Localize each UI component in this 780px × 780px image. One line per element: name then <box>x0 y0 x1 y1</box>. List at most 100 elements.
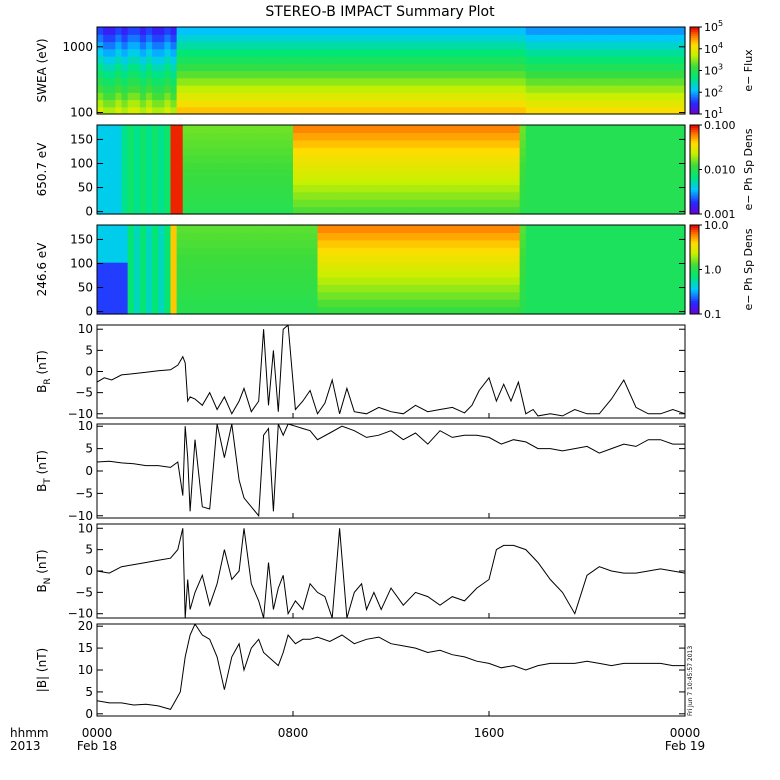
heatmap-cell <box>397 232 404 241</box>
heatmap-cell <box>482 56 490 64</box>
heatmap-cell <box>360 154 368 163</box>
colorbar-cell <box>690 285 699 288</box>
heatmap-cell <box>525 254 533 263</box>
heatmap-cell <box>378 299 386 308</box>
heatmap-cell <box>495 63 502 72</box>
heatmap-cell <box>666 63 674 72</box>
heatmap-cell <box>525 63 533 72</box>
heatmap-cell <box>464 291 472 300</box>
heatmap-cell <box>464 77 472 86</box>
heatmap-cell <box>654 269 662 278</box>
heatmap-cell <box>201 154 208 163</box>
heatmap-cell <box>427 63 435 72</box>
heatmap-cell <box>188 154 196 163</box>
heatmap-cell <box>170 247 178 256</box>
heatmap-cell <box>495 191 502 200</box>
heatmap-cell <box>280 56 288 64</box>
heatmap-cell <box>605 70 613 79</box>
heatmap-cell <box>280 99 288 108</box>
heatmap-cell <box>115 34 123 43</box>
heatmap-cell <box>139 162 147 171</box>
heatmap-cell <box>121 77 129 86</box>
heatmap-cell <box>207 184 214 193</box>
heatmap-cell <box>378 162 386 171</box>
heatmap-cell <box>170 162 178 171</box>
heatmap-cell <box>574 99 582 108</box>
heatmap-cell <box>207 206 214 215</box>
heatmap-cell <box>636 34 643 43</box>
heatmap-cell <box>403 284 410 293</box>
heatmap-cell <box>121 139 129 148</box>
heatmap-cell <box>580 184 588 193</box>
heatmap-cell <box>146 77 153 86</box>
heatmap-cell <box>531 162 539 171</box>
heatmap-cell <box>458 199 466 208</box>
heatmap-cell <box>97 176 104 185</box>
heatmap-cell <box>293 191 300 200</box>
heatmap-cell <box>280 106 288 115</box>
heatmap-cell <box>672 139 680 148</box>
heatmap-cell <box>152 262 159 271</box>
heatmap-cell <box>587 85 594 93</box>
heatmap-cell <box>464 27 472 35</box>
heatmap-cell <box>176 63 184 72</box>
heatmap-cell <box>629 176 637 185</box>
heatmap-cell <box>397 41 404 50</box>
heatmap-cell <box>427 99 435 108</box>
heatmap-cell <box>660 206 668 215</box>
heatmap-cell <box>176 262 184 271</box>
colorbar-tick-label: 102 <box>704 84 723 99</box>
heatmap-cell <box>599 99 606 108</box>
heatmap-cell <box>115 70 123 79</box>
heatmap-cell <box>519 41 527 50</box>
heatmap-cell <box>648 34 655 43</box>
heatmap-cell <box>391 299 398 308</box>
heatmap-cell <box>384 70 392 79</box>
heatmap-cell <box>109 206 116 215</box>
heatmap-cell <box>342 34 349 43</box>
heatmap-cell <box>219 276 227 285</box>
heatmap-cell <box>495 34 502 43</box>
heatmap-cell <box>562 27 570 35</box>
heatmap-cell <box>152 154 159 163</box>
heatmap-cell <box>274 184 282 193</box>
heatmap-cell <box>409 232 417 241</box>
heatmap-cell <box>170 27 178 35</box>
heatmap-cell <box>293 41 300 50</box>
heatmap-cell <box>372 41 380 50</box>
heatmap-cell <box>231 191 239 200</box>
heatmap-cell <box>176 154 184 163</box>
heatmap-cell <box>280 34 288 43</box>
heatmap-cell <box>158 291 165 300</box>
heatmap-cell <box>170 99 178 108</box>
heatmap-cell <box>654 77 662 86</box>
heatmap-cell <box>268 299 276 308</box>
heatmap-cell <box>458 147 466 156</box>
heatmap-cell <box>195 169 202 178</box>
heatmap-cell <box>158 184 165 193</box>
heatmap-cell <box>397 125 404 134</box>
heatmap-cell <box>262 247 270 256</box>
heatmap-cell <box>201 162 208 171</box>
heatmap-cell <box>446 291 453 300</box>
heatmap-cell <box>611 184 619 193</box>
heatmap-cell <box>440 85 447 93</box>
heatmap-cell <box>213 70 221 79</box>
heatmap-cell <box>323 306 331 315</box>
heatmap-cell <box>146 269 153 278</box>
heatmap-cell <box>329 299 337 308</box>
heatmap-cell <box>286 41 294 50</box>
heatmap-cell <box>384 132 392 141</box>
heatmap-cell <box>531 269 539 278</box>
heatmap-cell <box>317 176 325 185</box>
heatmap-cell <box>525 299 533 308</box>
heatmap-cell <box>360 262 368 271</box>
heatmap-cell <box>421 63 429 72</box>
heatmap-cell <box>495 239 502 248</box>
y-tick-label: 10 <box>78 521 93 535</box>
colorbar-cell <box>690 147 699 150</box>
heatmap-cell <box>268 70 276 79</box>
heatmap-cell <box>378 132 386 141</box>
heatmap-cell <box>574 239 582 248</box>
heatmap-cell <box>507 176 515 185</box>
